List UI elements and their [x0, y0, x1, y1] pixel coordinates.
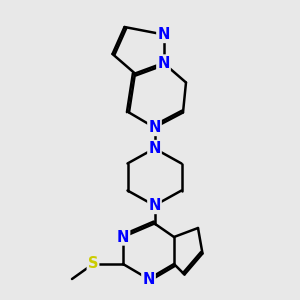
Text: S: S — [88, 256, 98, 272]
Text: N: N — [148, 120, 161, 135]
Text: N: N — [117, 230, 129, 244]
Text: N: N — [142, 272, 155, 286]
Text: N: N — [157, 27, 170, 42]
Text: N: N — [148, 141, 161, 156]
Text: N: N — [157, 56, 170, 70]
Text: N: N — [148, 198, 161, 213]
